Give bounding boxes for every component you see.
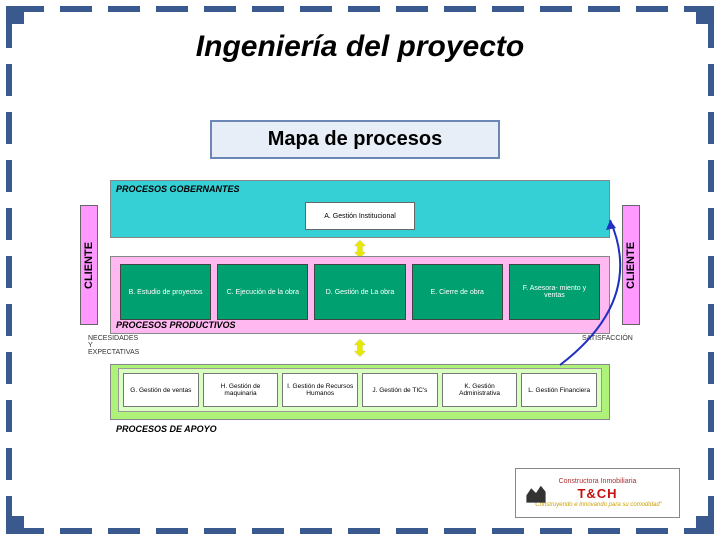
corner-icon <box>696 516 714 534</box>
productivos-box: B. Estudio de proyectos <box>120 264 211 320</box>
gobernantes-label: PROCESOS GOBERNANTES <box>116 184 240 194</box>
apoyo-row: G. Gestión de ventas H. Gestión de maqui… <box>118 368 602 412</box>
productivos-box: E. Cierre de obra <box>412 264 503 320</box>
apoyo-box: G. Gestión de ventas <box>123 373 199 407</box>
productivos-row: B. Estudio de proyectos C. Ejecución de … <box>120 264 600 320</box>
slide-border-top <box>12 6 708 12</box>
corner-icon <box>6 516 24 534</box>
slide-border-left <box>6 12 12 528</box>
apoyo-box: I. Gestión de Recursos Humanos <box>282 373 358 407</box>
satisfaccion-label: SATISFACCIÓN <box>582 335 632 342</box>
logo-line1: Constructora Inmobiliaria <box>559 478 637 485</box>
productivos-box: F. Asesora- miento y ventas <box>509 264 600 320</box>
arrow-icon: ⬍ <box>351 336 369 362</box>
productivos-box: C. Ejecución de la obra <box>217 264 308 320</box>
logo-brand: T&CH <box>577 486 617 501</box>
process-map: CLIENTE CLIENTE PROCESOS GOBERNANTES A. … <box>90 180 630 470</box>
corner-icon <box>6 6 24 24</box>
slide-border-right <box>708 12 714 528</box>
logo-box: Constructora Inmobiliaria T&CH "Construy… <box>515 468 680 518</box>
necesidades-label: NECESIDADES Y EXPECTATIVAS <box>88 335 128 356</box>
apoyo-label: PROCESOS DE APOYO <box>116 424 217 434</box>
productivos-box: D. Gestión de La obra <box>314 264 405 320</box>
cliente-right-label: CLIENTE <box>622 205 640 325</box>
slide-border-bottom <box>12 528 708 534</box>
corner-icon <box>696 6 714 24</box>
apoyo-box: K. Gestión Administrativa <box>442 373 518 407</box>
slide-subtitle: Mapa de procesos <box>210 120 500 159</box>
apoyo-box: H. Gestión de maquinaria <box>203 373 279 407</box>
apoyo-box: L. Gestión Financiera <box>521 373 597 407</box>
gobernantes-box: A. Gestión Institucional <box>305 202 415 230</box>
cliente-left-label: CLIENTE <box>80 205 98 325</box>
productivos-label: PROCESOS PRODUCTIVOS <box>116 320 236 330</box>
apoyo-box: J. Gestión de TIC's <box>362 373 438 407</box>
slide-title: Ingeniería del proyecto <box>0 30 720 64</box>
logo-icon <box>524 481 548 505</box>
logo-tagline: "Construyendo e innovando para su comodi… <box>533 502 662 508</box>
